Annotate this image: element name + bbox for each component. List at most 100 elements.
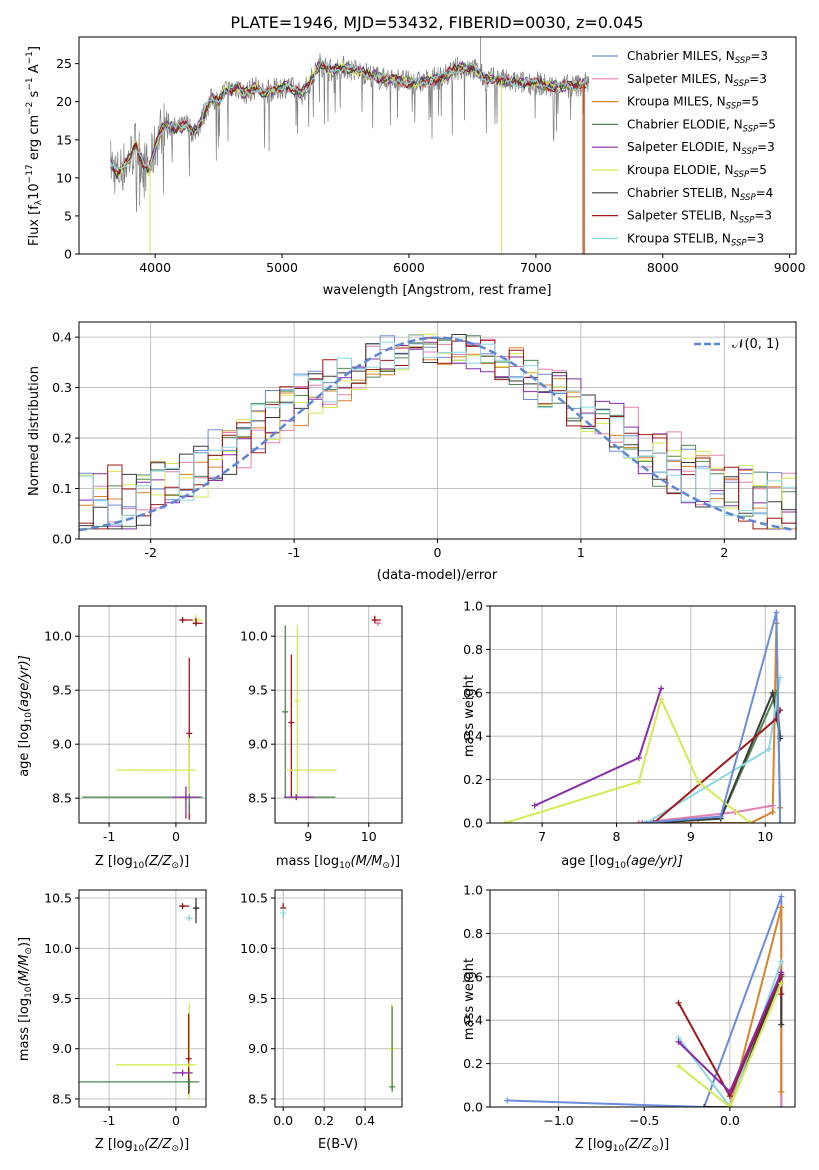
weight-series-line	[638, 623, 782, 823]
weight-marker	[504, 1097, 511, 1104]
weight-marker	[778, 980, 785, 987]
weight-series-line	[646, 689, 782, 823]
age-z-ylabel: age [log10(age/yr)]	[17, 655, 34, 777]
massweight-z-xlabel: Z [log10(Z/Z⊙)]	[575, 1137, 669, 1154]
y-tick-label: 0.6	[463, 969, 483, 984]
age-z-panel: -1 0 8.5 9.0 9.5 10.0	[44, 605, 207, 844]
y-tick-label: 9.5	[248, 683, 268, 698]
weight-marker	[650, 820, 657, 823]
data-point	[179, 903, 186, 910]
y-tick-label: 8.5	[248, 1091, 268, 1106]
weight-marker	[747, 820, 754, 823]
weight-marker	[643, 820, 650, 823]
data-point	[282, 708, 289, 715]
data-point	[294, 698, 301, 705]
y-tick-label: 0.4	[463, 729, 483, 744]
weight-marker	[531, 802, 538, 809]
weight-marker	[778, 991, 785, 998]
massweight-z-ylabel: mass weight	[462, 958, 477, 1040]
weight-marker	[778, 958, 785, 965]
y-tick-label: 0.4	[463, 1013, 483, 1028]
weight-series-line	[704, 974, 783, 1107]
massweight-age-ylabel: mass weight	[462, 675, 477, 757]
y-tick-label: 10.0	[240, 941, 268, 956]
massweight-age-xlabel: age [log10(age/yr)]	[561, 854, 683, 871]
data-point	[192, 620, 199, 627]
axes-frame: -2 -1 0 1 2 0.0 0.1 0.2 0.3 0.4	[52, 321, 797, 560]
gaussian-curve	[79, 336, 796, 532]
plot-area	[504, 893, 785, 1107]
y-tick-label: 0.2	[52, 431, 72, 446]
weight-marker	[778, 969, 785, 976]
axes-frame: 4000 5000 6000 7000 8000 9000 0 5 10 15 20 25	[56, 36, 806, 275]
x-tick-label: 0.0	[720, 1113, 740, 1128]
x-tick-label: 2	[720, 545, 728, 560]
x-tick-label: 0.0	[273, 1113, 293, 1128]
mass-z-ylabel: mass [log10(M/M⊙)]	[17, 937, 34, 1061]
x-tick-label: -1	[103, 829, 115, 844]
y-tick-label: 10.0	[44, 629, 72, 644]
y-tick-label: 1.0	[463, 599, 483, 614]
x-tick-label: 10	[361, 829, 377, 844]
y-tick-label: 9.0	[248, 737, 268, 752]
weight-marker	[701, 1104, 708, 1107]
y-tick-label: 20	[56, 94, 72, 109]
axes-frame: -1 0 8.5 9.0 9.5 10.0	[44, 605, 207, 844]
weight-marker	[778, 893, 785, 900]
massweight-z-panel: −1.0 −0.5 0.0 0.0 0.2 0.4 0.6 0.8 1.0	[463, 883, 796, 1128]
y-tick-label: 0	[64, 247, 72, 262]
x-tick-label: 6000	[393, 260, 425, 275]
spectrum-legend: Chabrier MILES, NSSP=3 Salpeter MILES, NS…	[592, 49, 776, 248]
weight-marker	[717, 813, 724, 820]
x-tick-label: 0.4	[355, 1113, 375, 1128]
x-tick-label: 9	[304, 829, 312, 844]
massweight-age-panel: 7 8 9 10 0.0 0.2 0.4 0.6 0.8 1.0	[463, 599, 796, 844]
plot-area	[110, 37, 590, 254]
axes-frame: -1 0 8.5 9.0 9.5 10.0 10.5	[44, 889, 207, 1128]
axes-border	[78, 36, 797, 255]
y-tick-label: 9.0	[52, 737, 72, 752]
x-tick-label: 0	[172, 1113, 180, 1128]
y-tick-label: 0.2	[463, 772, 483, 787]
data-point	[293, 794, 300, 801]
data-point	[374, 620, 381, 627]
x-tick-label: −1.0	[543, 1113, 573, 1128]
x-tick-label: 0	[172, 829, 180, 844]
y-tick-label: 5	[64, 208, 72, 223]
spectrum-panel: 4000 5000 6000 7000 8000 9000 0 5 10 15 20 25	[56, 36, 806, 275]
model-fit-line	[110, 62, 587, 176]
x-tick-label: −0.5	[629, 1113, 659, 1128]
axes-border	[489, 605, 796, 824]
histogram-legend-label: 𝒩(0, 1)	[732, 337, 779, 352]
data-point	[185, 1055, 192, 1062]
x-tick-label: 4000	[139, 260, 171, 275]
y-tick-label: 0.6	[463, 685, 483, 700]
data-point	[389, 1083, 396, 1090]
histogram-series	[79, 334, 796, 525]
weight-marker	[501, 820, 508, 823]
legend-label: Chabrier STELIB, NSSP=4	[627, 186, 773, 203]
model-fit-line	[110, 59, 588, 172]
weight-marker	[639, 820, 646, 823]
data-point	[186, 1061, 193, 1068]
weight-marker	[675, 999, 682, 1006]
legend-label: Salpeter ELODIE, NSSP=3	[627, 140, 775, 157]
x-tick-label: 7	[538, 829, 546, 844]
figure-title: PLATE=1946, MJD=53432, FIBERID=0030, z=0…	[230, 13, 643, 32]
x-tick-label: -1	[103, 1113, 115, 1128]
plot-area	[280, 903, 396, 1092]
legend-label: Kroupa ELODIE, NSSP=5	[627, 163, 767, 180]
y-tick-label: 0.2	[463, 1056, 483, 1071]
legend-label: Salpeter STELIB, NSSP=3	[627, 209, 772, 226]
y-tick-label: 0.3	[52, 380, 72, 395]
weight-marker	[675, 1038, 682, 1045]
age-mass-xlabel: mass [log10(M/M⊙)]	[276, 854, 400, 871]
histogram-xlabel: (data-model)/error	[377, 568, 498, 583]
histogram-series	[79, 337, 796, 530]
weight-series-line	[677, 982, 783, 1107]
x-tick-label: 10	[757, 829, 773, 844]
mass-z-panel: -1 0 8.5 9.0 9.5 10.0 10.5	[44, 889, 207, 1128]
weight-marker	[635, 754, 642, 761]
y-tick-label: 8.5	[52, 1091, 72, 1106]
